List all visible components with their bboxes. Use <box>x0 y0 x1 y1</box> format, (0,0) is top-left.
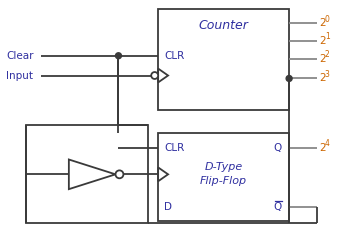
Text: CLR: CLR <box>164 143 184 153</box>
Polygon shape <box>158 167 168 181</box>
Text: 2: 2 <box>325 50 329 59</box>
Text: D: D <box>164 202 172 212</box>
Text: 0: 0 <box>325 15 330 24</box>
Bar <box>26 125 148 223</box>
Text: 2: 2 <box>319 73 326 84</box>
Bar <box>158 133 289 221</box>
Text: 4: 4 <box>325 139 330 148</box>
Text: 1: 1 <box>325 33 329 42</box>
Text: D-Type: D-Type <box>204 162 243 173</box>
Polygon shape <box>69 160 115 189</box>
Circle shape <box>115 53 121 59</box>
Polygon shape <box>158 69 168 82</box>
Text: 2: 2 <box>319 143 326 153</box>
Text: CLR: CLR <box>164 51 184 61</box>
Text: Q: Q <box>273 202 281 212</box>
Circle shape <box>115 170 124 178</box>
Text: 3: 3 <box>325 70 330 79</box>
Text: Flip-Flop: Flip-Flop <box>200 176 247 186</box>
Text: Input: Input <box>6 71 33 80</box>
Text: 2: 2 <box>319 36 326 46</box>
Bar <box>158 9 289 110</box>
Text: 2: 2 <box>319 18 326 28</box>
Text: Clear: Clear <box>6 51 34 61</box>
Text: Q: Q <box>273 143 281 153</box>
Circle shape <box>286 76 292 81</box>
Text: 2: 2 <box>319 54 326 64</box>
Text: Counter: Counter <box>199 19 248 32</box>
Circle shape <box>151 72 158 79</box>
